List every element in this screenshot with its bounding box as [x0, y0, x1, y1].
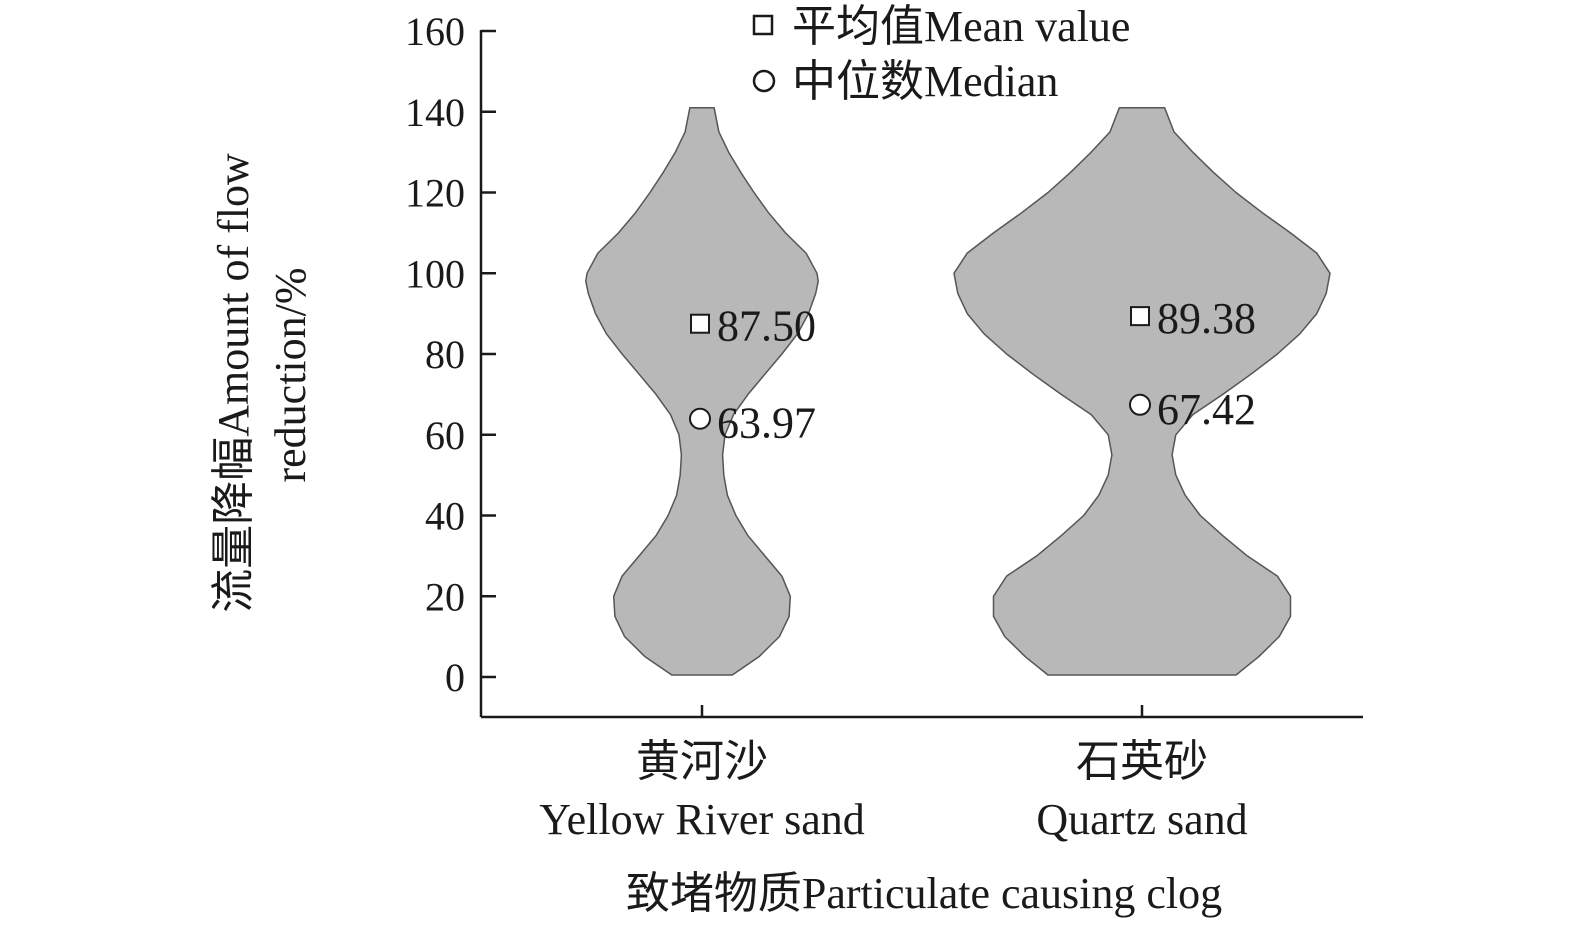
y-tick-label-160: 160 — [405, 9, 465, 54]
category-label-zh-1: 石英砂 — [1076, 737, 1208, 786]
mean-label-0: 87.50 — [717, 302, 816, 351]
y-tick-label-140: 140 — [405, 90, 465, 135]
mean-label-1: 89.38 — [1157, 294, 1256, 343]
y-tick-label-100: 100 — [405, 251, 465, 296]
x-axis-title: 致堵物质Particulate causing clog — [626, 869, 1222, 918]
x-ticks: 黄河沙 Yellow River sand 石英砂 Quartz sand — [539, 705, 1248, 844]
category-label-zh-0: 黄河沙 — [636, 737, 768, 786]
y-tick-label-20: 20 — [425, 574, 465, 619]
y-axis-title: 流量降幅Amount of flow reduction/% — [209, 153, 315, 613]
legend-mean-label: 平均值Mean value — [792, 2, 1130, 51]
legend: 平均值Mean value 中位数Median — [752, 2, 1130, 106]
median-label-1: 67.42 — [1157, 385, 1256, 434]
violin-1 — [953, 106, 1331, 676]
legend-mean-marker — [752, 14, 774, 36]
median-label-0: 63.97 — [717, 399, 816, 448]
y-tick-label-60: 60 — [425, 413, 465, 458]
mean-marker-1 — [1130, 306, 1150, 327]
median-marker-0 — [689, 407, 711, 430]
y-axis-title-line-2: reduction/% — [266, 267, 315, 482]
y-tick-label-80: 80 — [425, 332, 465, 377]
legend-median-label: 中位数Median — [792, 57, 1058, 106]
category-label-en-0: Yellow River sand — [539, 795, 865, 844]
median-marker-1 — [1129, 393, 1151, 416]
y-tick-label-40: 40 — [425, 494, 465, 539]
legend-median-marker — [752, 69, 776, 93]
y-ticks: 0 20 40 60 80 100 120 140 160 — [405, 9, 496, 700]
category-label-en-1: Quartz sand — [1036, 795, 1247, 844]
violins — [585, 106, 1331, 676]
y-tick-label-120: 120 — [405, 171, 465, 216]
violin-0 — [585, 106, 819, 676]
mean-marker-0 — [690, 313, 710, 334]
y-tick-label-0: 0 — [445, 655, 465, 700]
stat-markers: 87.50 63.97 89.38 67.42 — [689, 294, 1256, 448]
y-axis-title-line-1: 流量降幅Amount of flow — [209, 153, 258, 613]
axes — [479, 30, 1363, 719]
